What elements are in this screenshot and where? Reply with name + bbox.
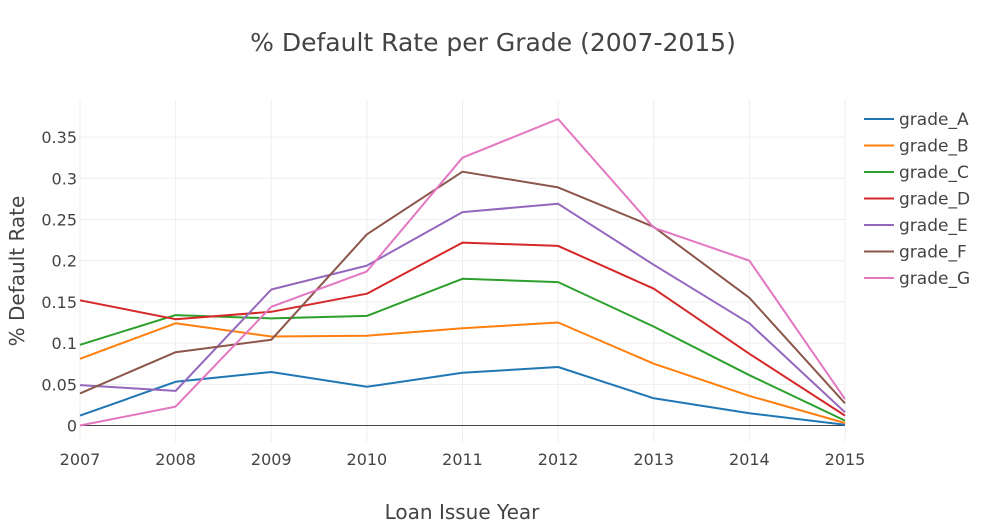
- series-line-grade-g[interactable]: [79, 118, 846, 427]
- series-line-grade-d[interactable]: [79, 241, 846, 417]
- y-tick-label: 0: [67, 417, 77, 436]
- chart-title: % Default Rate per Grade (2007-2015): [250, 28, 736, 57]
- x-tick-label: 2013: [633, 450, 674, 469]
- y-axis-label: % Default Rate: [5, 196, 29, 347]
- x-axis-label: Loan Issue Year: [385, 500, 541, 524]
- series-line-grade-b[interactable]: [79, 321, 846, 424]
- legend: grade_A grade_B grade_C grade_D grade_Egrade…: [864, 110, 970, 289]
- y-tick-label: 0.2: [52, 252, 77, 271]
- x-tick-label: 2007: [60, 450, 101, 469]
- series-lines: [79, 118, 846, 427]
- x-tick-label: 2015: [825, 450, 866, 469]
- legend-entry[interactable]: grade_F: [899, 243, 967, 263]
- legend-entry[interactable]: grade_G: [899, 269, 970, 289]
- y-tick-label: 0.35: [41, 128, 77, 147]
- x-tick-label: 2012: [538, 450, 579, 469]
- legend-entry[interactable]: grade_A: [899, 110, 969, 130]
- legend-entry[interactable]: grade_C: [899, 163, 969, 183]
- y-tick-label: 0.25: [41, 210, 77, 229]
- x-tick-label: 2008: [155, 450, 196, 469]
- series-line-grade-e[interactable]: [79, 202, 846, 414]
- x-tick-labels: 2007 2008 2009 2010 2011 2012 2013 2014 2015: [60, 450, 866, 469]
- y-tick-label: 0.15: [41, 293, 77, 312]
- grid-lines: [79, 100, 846, 442]
- x-tick-label: 2011: [442, 450, 483, 469]
- y-tick-labels: 0 0.05 0.1 0.15 0.2 0.25 0.3 0.35: [41, 128, 77, 435]
- x-tick-label: 2010: [347, 450, 388, 469]
- y-tick-label: 0.3: [52, 169, 77, 188]
- series-line-grade-a[interactable]: [79, 366, 846, 426]
- y-tick-label: 0.05: [41, 375, 77, 394]
- x-tick-label: 2009: [251, 450, 292, 469]
- legend-entry[interactable]: grade_D: [899, 190, 970, 210]
- series-line-grade-f[interactable]: [79, 170, 846, 404]
- x-tick-label: 2014: [729, 450, 770, 469]
- legend-entry[interactable]: grade_B: [899, 137, 969, 157]
- y-tick-label: 0.1: [52, 334, 77, 353]
- legend-entry[interactable]: grade_E: [899, 216, 968, 236]
